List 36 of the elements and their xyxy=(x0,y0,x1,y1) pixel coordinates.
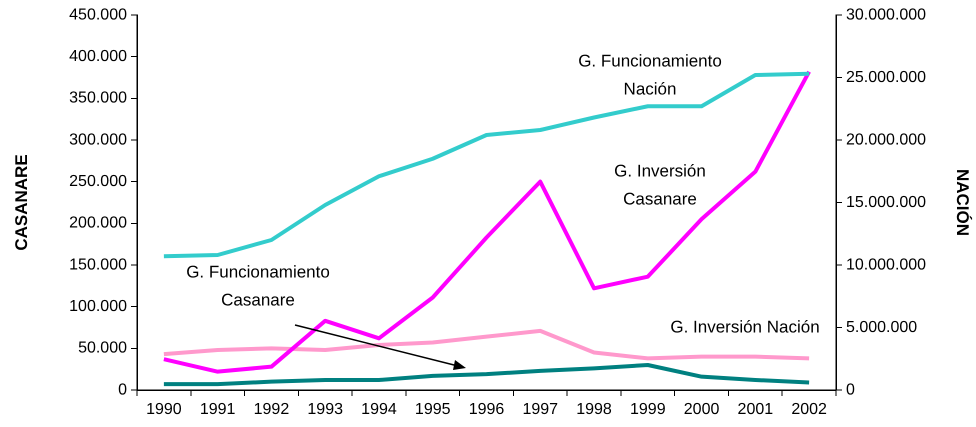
x-tick-label: 1997 xyxy=(522,401,558,418)
x-tick-label: 2000 xyxy=(684,401,720,418)
series-label: G. Inversión Nación xyxy=(670,318,820,337)
y2-tick-label: 5.000.000 xyxy=(846,318,918,336)
y-tick-label: 400.000 xyxy=(69,48,128,66)
y-tick-label: 250.000 xyxy=(69,173,128,190)
y-tick-label: 0 xyxy=(118,381,128,398)
x-tick-label: 1994 xyxy=(361,401,397,418)
y-tick-label: 300.000 xyxy=(69,131,128,148)
y2-tick-label: 15.000.000 xyxy=(846,194,926,211)
text: G. Funcionamiento Casanare xyxy=(186,262,330,310)
x-tick-label: 1992 xyxy=(254,401,290,418)
series-label: G. Inversión Casanare xyxy=(614,162,706,209)
y-tick-label: 150.000 xyxy=(69,256,128,274)
y-tick-label: 100.000 xyxy=(69,298,128,316)
x-tick-label: 2001 xyxy=(738,401,774,418)
y-tick-label: 350.000 xyxy=(69,90,128,107)
x-tick-label: 1993 xyxy=(307,401,344,418)
x-tick-label: 1991 xyxy=(200,401,236,418)
y2-tick-label: 10.000.000 xyxy=(846,256,926,274)
y-tick-label: 50.000 xyxy=(78,340,128,357)
y-tick-label: 450.000 xyxy=(69,6,128,24)
y-tick-label: 200.000 xyxy=(69,214,128,232)
y2-tick-label: 20.000.000 xyxy=(846,131,926,148)
x-tick-label: 2002 xyxy=(791,401,828,418)
x-tick-label: 1996 xyxy=(468,401,504,418)
y-axis-title: CASANARE xyxy=(12,154,31,251)
y2-axis-title: NACIÓN xyxy=(953,168,974,236)
series-label: G. Funcionamiento Nación xyxy=(578,52,722,99)
y2-tick-label: 30.000.000 xyxy=(846,6,926,24)
x-tick-label: 1995 xyxy=(414,401,451,418)
x-tick-label: 1998 xyxy=(576,401,612,418)
y2-tick-label: 25.000.000 xyxy=(846,68,926,86)
x-tick-label: 1999 xyxy=(630,401,666,418)
x-tick-label: 1990 xyxy=(146,401,182,418)
y2-tick-label: 0 xyxy=(846,381,855,398)
